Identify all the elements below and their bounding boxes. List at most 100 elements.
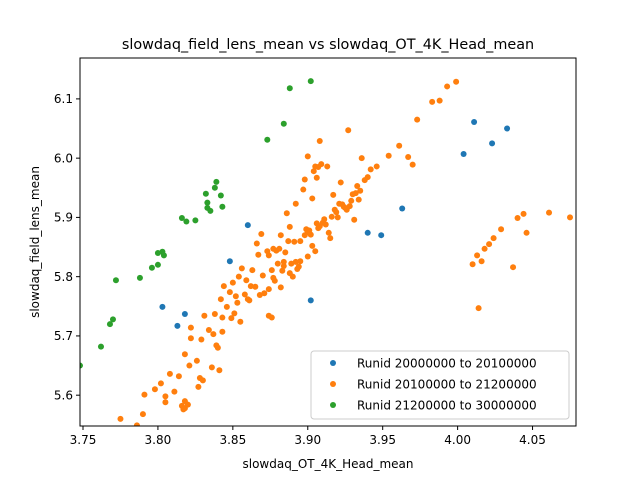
series-1-point bbox=[316, 137, 323, 144]
series-1-point bbox=[348, 197, 355, 204]
series-1-point bbox=[520, 210, 527, 217]
series-1-point bbox=[289, 273, 296, 280]
series-1-point bbox=[333, 209, 340, 216]
series-1-point bbox=[246, 297, 253, 304]
series-1-point bbox=[288, 260, 295, 267]
series-1-point bbox=[199, 377, 206, 384]
series-1-point bbox=[187, 324, 194, 331]
y-tick-label: 6.1 bbox=[54, 92, 73, 106]
series-2-point bbox=[207, 207, 214, 214]
x-axis-label: slowdaq_OT_4K_Head_mean bbox=[242, 457, 413, 471]
series-1-point bbox=[157, 380, 164, 387]
series-1-point bbox=[175, 373, 182, 380]
series-1-point bbox=[291, 238, 298, 245]
series-1-point bbox=[414, 116, 421, 123]
legend-label: Runid 21200000 to 30000000 bbox=[357, 398, 537, 412]
y-axis-label: slowdaq_field_lens_mean bbox=[28, 166, 42, 318]
series-1-point bbox=[297, 238, 304, 245]
series-1-point bbox=[265, 286, 272, 293]
series-1-point bbox=[268, 267, 275, 274]
series-1-point bbox=[486, 241, 493, 248]
series-2-point bbox=[154, 249, 161, 256]
series-2-point bbox=[178, 215, 185, 221]
series-0-point bbox=[174, 322, 181, 329]
series-2-point bbox=[219, 203, 226, 210]
series-1-point bbox=[498, 226, 505, 233]
series-1-point bbox=[313, 174, 320, 181]
series-1-point bbox=[162, 393, 169, 400]
chart-title: slowdaq_field_lens_mean vs slowdaq_OT_4K… bbox=[122, 37, 534, 53]
series-1-point bbox=[346, 203, 353, 210]
series-2-point bbox=[204, 199, 211, 206]
series-1-point bbox=[490, 235, 497, 242]
series-2-point bbox=[154, 261, 161, 268]
series-1-point bbox=[285, 238, 292, 245]
series-1-point bbox=[253, 240, 260, 247]
x-tick-label: 4.00 bbox=[444, 433, 471, 447]
x-tick-label: 3.80 bbox=[145, 433, 172, 447]
series-1-point bbox=[214, 344, 221, 351]
series-1-point bbox=[219, 328, 226, 335]
series-2-point bbox=[160, 252, 167, 259]
series-1-point bbox=[220, 283, 227, 290]
y-axis-ticks: 5.6 5.7 5.8 5.9 6.0 6.1 bbox=[54, 92, 80, 402]
series-2-point bbox=[286, 85, 293, 92]
series-1-point bbox=[334, 214, 341, 221]
series-1-point bbox=[510, 264, 517, 271]
series-2-point bbox=[183, 218, 190, 225]
series-1-point bbox=[133, 422, 140, 426]
series-1-point bbox=[162, 399, 169, 406]
series-2-point bbox=[211, 184, 218, 191]
plot-frame bbox=[79, 57, 577, 427]
series-1-point bbox=[292, 258, 299, 265]
series-1-point bbox=[286, 223, 293, 230]
series-1-point bbox=[283, 210, 290, 217]
x-tick-label: 3.75 bbox=[70, 433, 97, 447]
series-1-point bbox=[318, 161, 325, 168]
series-2-point bbox=[80, 362, 83, 369]
series-1-point bbox=[295, 263, 302, 270]
series-0-point bbox=[471, 119, 478, 125]
series-2-point bbox=[280, 120, 287, 127]
series-1-point bbox=[171, 388, 178, 395]
series-1-point bbox=[186, 362, 193, 369]
series-1-point bbox=[309, 242, 316, 249]
series-1-point bbox=[322, 221, 329, 228]
series-2-point bbox=[109, 316, 116, 323]
series-1-point bbox=[259, 272, 266, 279]
y-tick-label: 6.0 bbox=[54, 151, 73, 165]
series-0-point bbox=[159, 303, 166, 310]
series-1-point bbox=[514, 215, 521, 221]
series-0-point bbox=[460, 151, 467, 157]
series-2-point bbox=[136, 274, 143, 281]
series-2-point bbox=[106, 321, 113, 328]
series-1-point bbox=[166, 370, 173, 377]
series-1-point bbox=[304, 253, 311, 260]
series-1-point bbox=[405, 153, 412, 160]
series-2-point bbox=[97, 343, 104, 350]
y-tick-label: 5.8 bbox=[54, 270, 73, 284]
legend: Runid 20000000 to 20100000 Runid 20100000… bbox=[310, 350, 570, 420]
series-0-point bbox=[399, 205, 406, 212]
series-1-point bbox=[367, 166, 374, 173]
series-1-point bbox=[429, 98, 436, 105]
series-1-point bbox=[546, 209, 553, 216]
series-2-point bbox=[213, 178, 220, 185]
series-1-point bbox=[328, 213, 335, 220]
series-1-point bbox=[280, 258, 287, 265]
series-1-point bbox=[195, 383, 202, 390]
series-1-point bbox=[256, 292, 263, 299]
series-1-point bbox=[469, 261, 476, 268]
series-1-point bbox=[364, 174, 371, 181]
series-1-point bbox=[327, 235, 334, 242]
series-1-point bbox=[276, 245, 283, 252]
series-1-point bbox=[280, 263, 287, 269]
x-tick-label: 3.95 bbox=[369, 433, 396, 447]
series-1-point bbox=[355, 196, 362, 203]
series-1-point bbox=[271, 277, 278, 284]
series-1-point bbox=[198, 336, 205, 343]
series-1-point bbox=[357, 187, 364, 194]
series-0-point bbox=[489, 140, 496, 147]
series-1-point bbox=[481, 245, 488, 252]
